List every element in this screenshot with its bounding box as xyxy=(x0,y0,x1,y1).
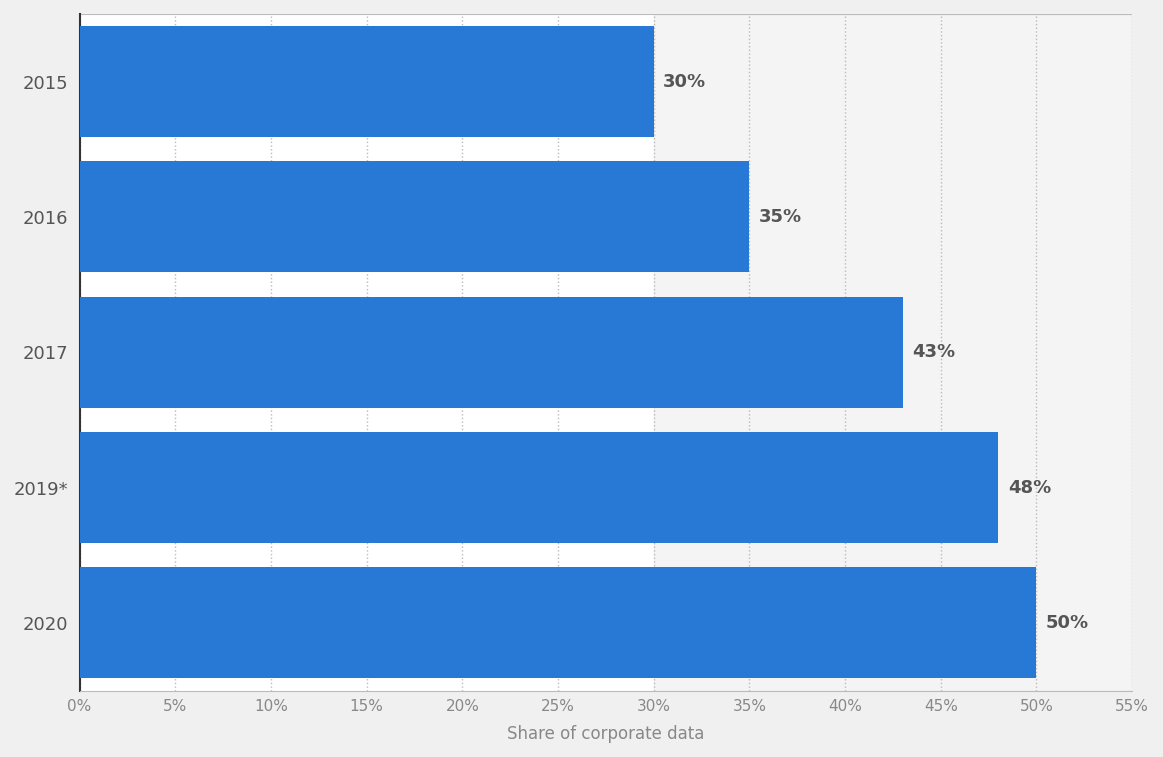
Text: 48%: 48% xyxy=(1008,478,1051,497)
X-axis label: Share of corporate data: Share of corporate data xyxy=(507,725,705,743)
Text: 50%: 50% xyxy=(1046,614,1090,632)
Text: 43%: 43% xyxy=(912,343,955,361)
Text: 30%: 30% xyxy=(663,73,706,91)
Text: 35%: 35% xyxy=(759,208,802,226)
Bar xyxy=(79,26,654,137)
Bar xyxy=(79,432,998,543)
Bar xyxy=(79,568,1036,678)
Bar xyxy=(79,297,902,408)
Bar xyxy=(79,161,749,273)
Bar xyxy=(654,14,1132,690)
